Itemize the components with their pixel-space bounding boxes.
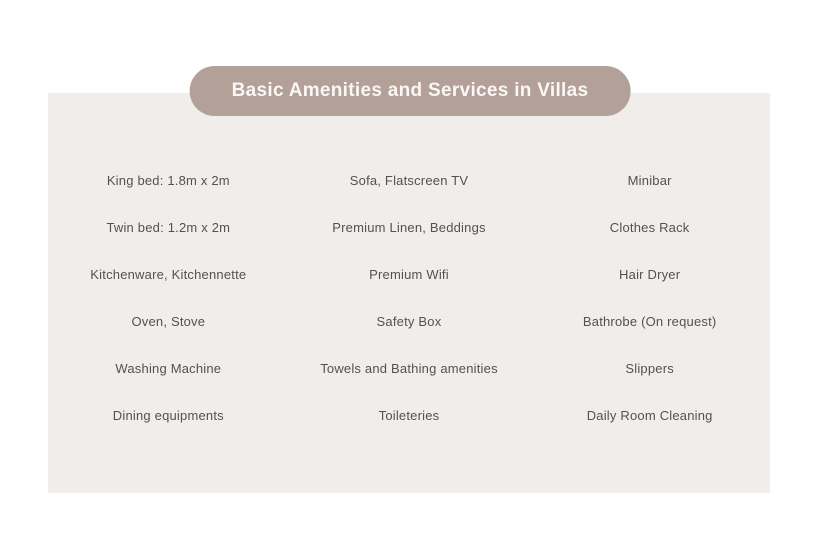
amenity-item: Clothes Rack xyxy=(609,220,690,235)
amenity-item: Twin bed: 1.2m x 2m xyxy=(106,220,231,235)
amenity-item: Minibar xyxy=(627,173,672,188)
amenity-item: Premium Wifi xyxy=(369,267,449,282)
amenity-item: Sofa, Flatscreen TV xyxy=(349,173,469,188)
amenity-item: Bathrobe (On request) xyxy=(582,314,717,329)
amenity-item: Slippers xyxy=(625,361,674,376)
amenity-item: Premium Linen, Beddings xyxy=(332,220,486,235)
amenity-item: Towels and Bathing amenities xyxy=(320,361,498,376)
amenities-grid: King bed: 1.8m x 2m Sofa, Flatscreen TV … xyxy=(48,157,770,439)
amenity-item: Daily Room Cleaning xyxy=(586,408,713,423)
amenity-item: Oven, Stove xyxy=(131,314,206,329)
amenity-item: Toileteries xyxy=(378,408,440,423)
section-title-pill: Basic Amenities and Services in Villas xyxy=(189,66,631,116)
amenity-item: King bed: 1.8m x 2m xyxy=(106,173,230,188)
amenity-item: Dining equipments xyxy=(112,408,224,423)
amenity-item: Washing Machine xyxy=(115,361,222,376)
amenities-panel: King bed: 1.8m x 2m Sofa, Flatscreen TV … xyxy=(48,93,770,493)
amenity-item: Safety Box xyxy=(376,314,442,329)
amenity-item: Kitchenware, Kitchennette xyxy=(90,267,247,282)
amenity-item: Hair Dryer xyxy=(619,267,681,282)
